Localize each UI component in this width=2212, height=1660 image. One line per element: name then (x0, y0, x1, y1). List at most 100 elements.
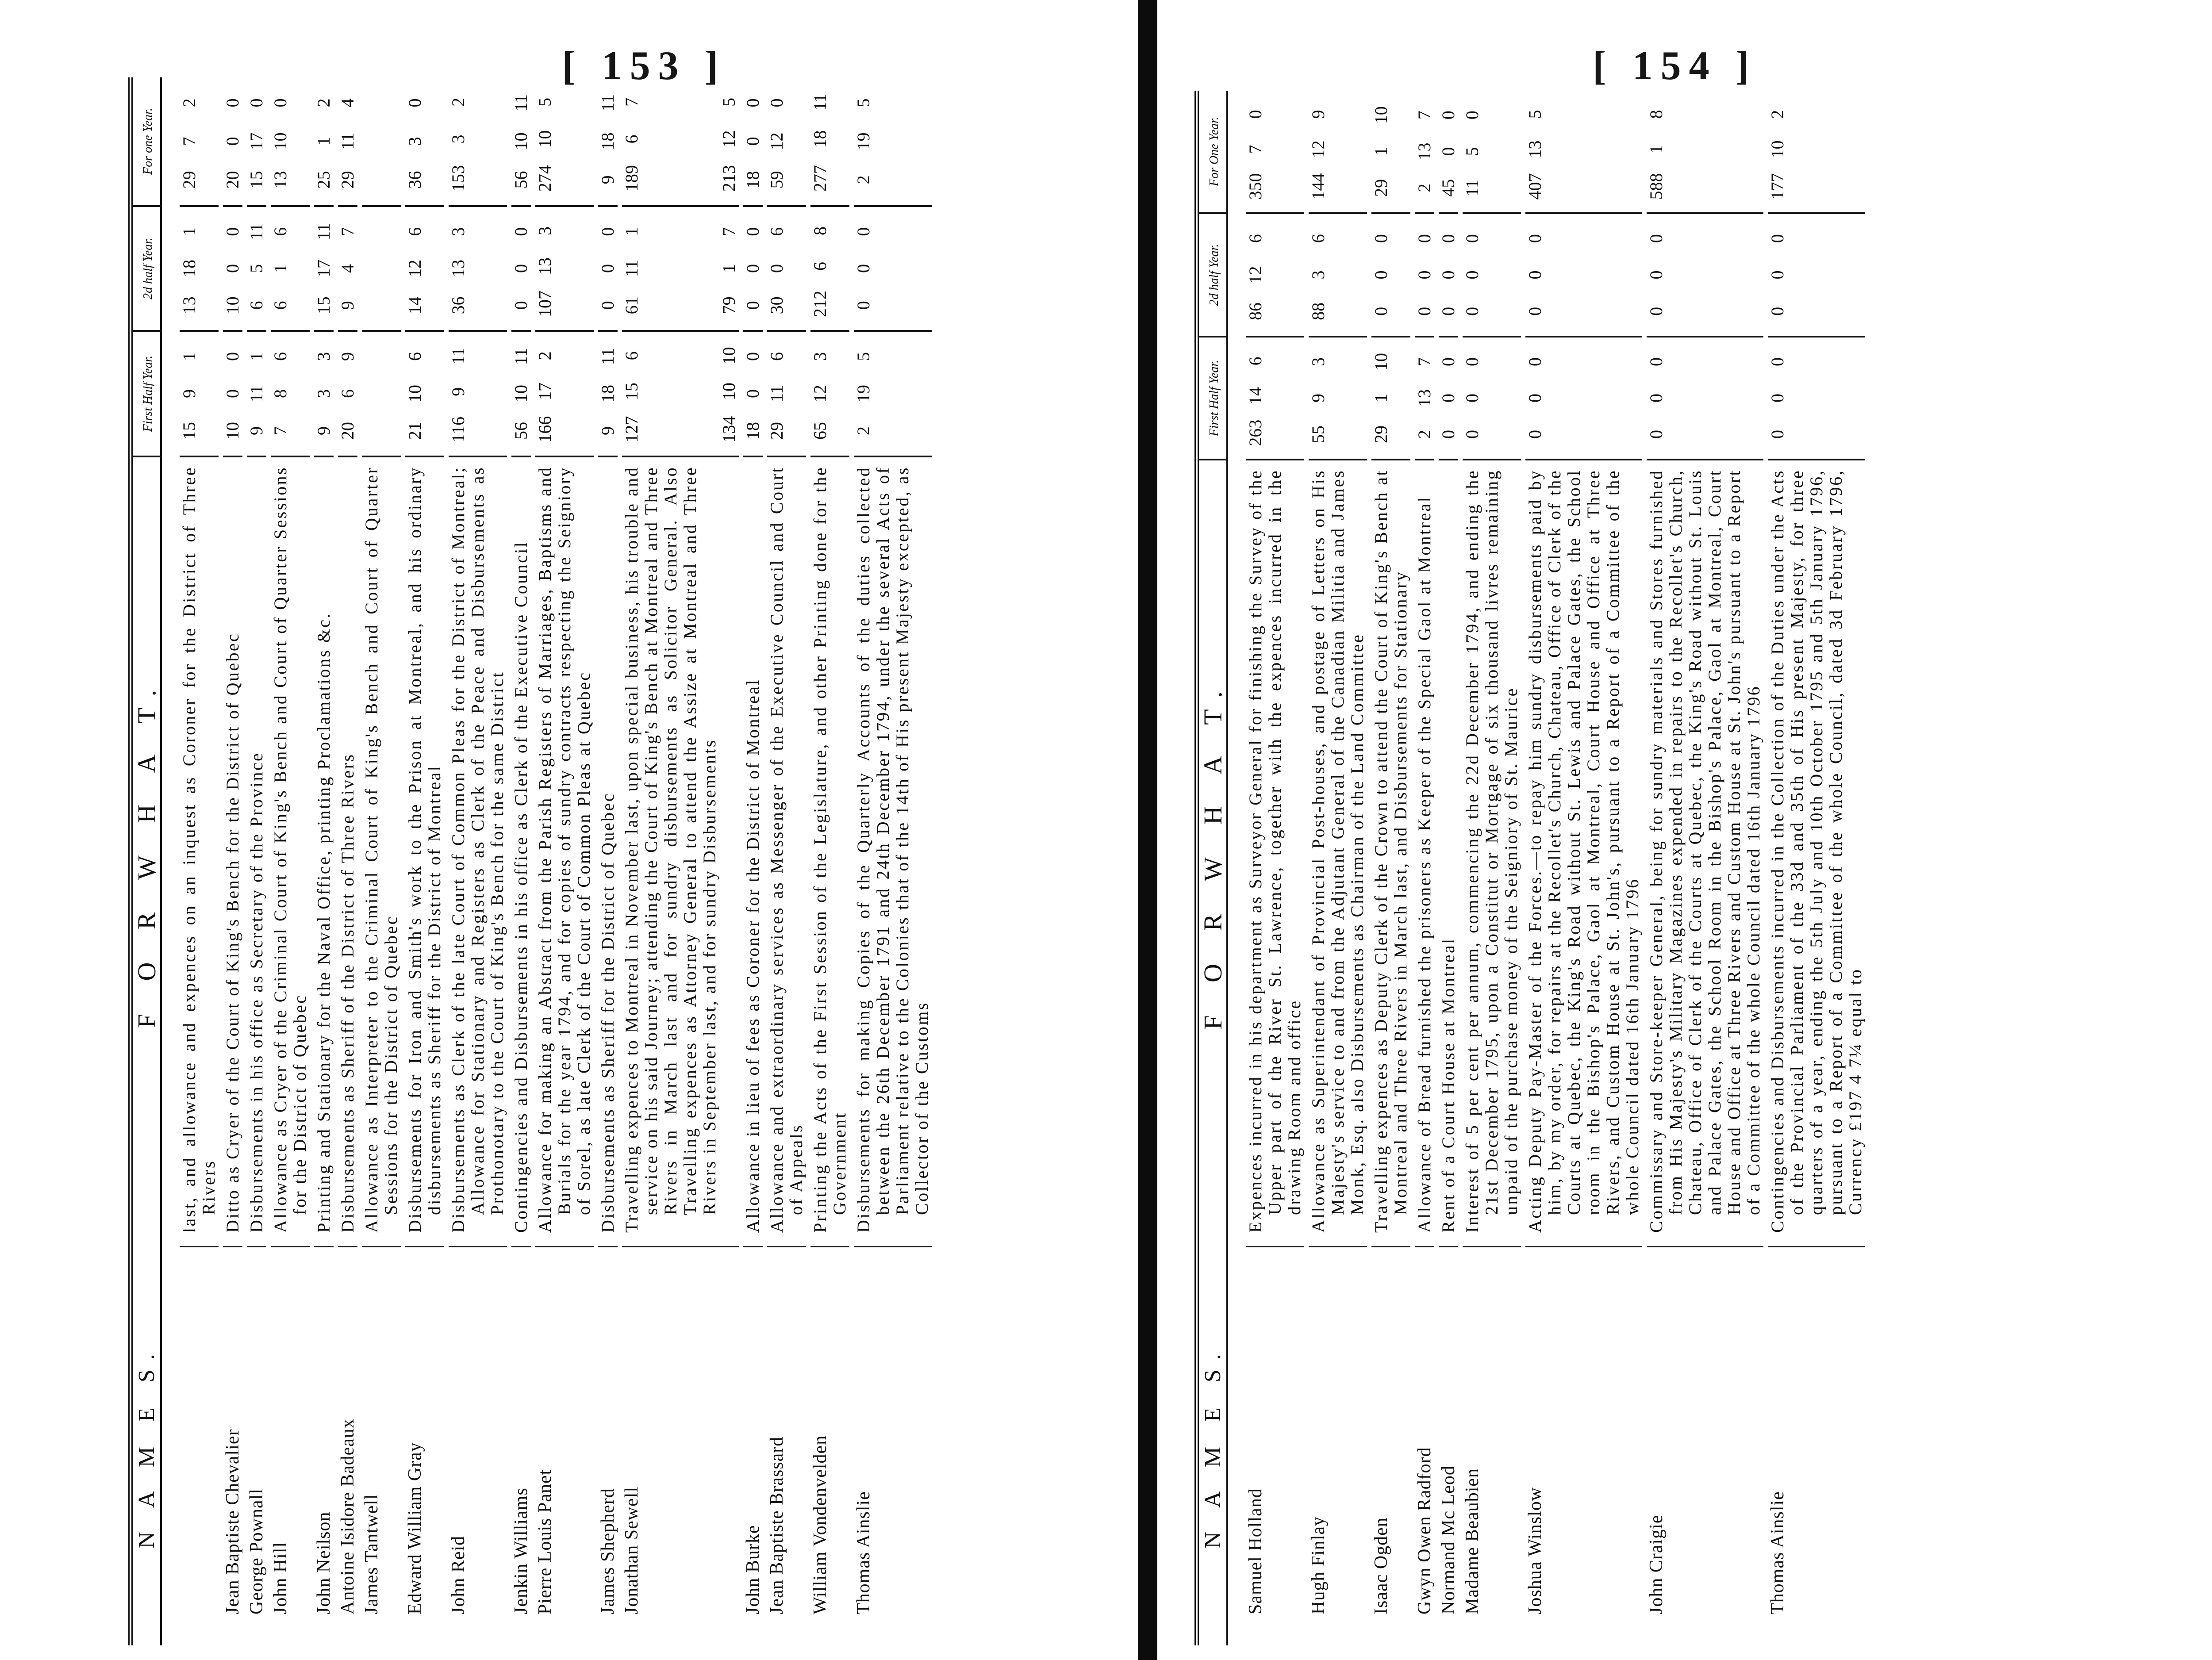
pence-value: 0 (767, 98, 787, 107)
for-what-cell: Disbursements as Sheriff for the Distric… (598, 457, 618, 1247)
amount-pounds-shillings-pence: 2 19 5 (853, 77, 873, 205)
amount-pounds-shillings-pence: 107 13 3 (535, 207, 555, 330)
header-for-what: F O R W H A T. (132, 676, 161, 1028)
shillings-value: 10 (719, 383, 739, 401)
first-half-amount: 29 1 10 (1371, 337, 1410, 460)
pence-value: 5 (1525, 110, 1545, 119)
pence-value: 9 (338, 352, 357, 361)
pounds-value: 153 (448, 165, 468, 192)
pounds-value: 20 (338, 422, 357, 440)
amount-pounds-shillings-pence: 116 9 11 (448, 332, 468, 456)
pounds-value: 21 (405, 422, 425, 440)
pounds-value: 212 (810, 291, 830, 317)
page-number: [ 154 ] (1593, 43, 1757, 88)
shillings-value: 0 (1462, 270, 1482, 280)
amount-pounds-shillings-pence: 79 1 7 (719, 207, 739, 330)
one-year-amount: 189 6 7 213 12 5 (622, 77, 739, 207)
name-cell: George Pownall (246, 1488, 267, 1614)
pence-value: 5 (853, 98, 873, 107)
amount-pounds-shillings-pence: 10 0 0 (223, 207, 242, 330)
pence-value: 0 (1245, 110, 1265, 119)
for-what-cell: Disbursements for Iron and Smith's work … (405, 457, 444, 1247)
for-what-cell: Printing the Acts of the First Session o… (810, 457, 849, 1247)
pounds-value: 30 (767, 296, 787, 314)
pence-value: 0 (1646, 234, 1666, 243)
table-row: George Pownall Disbursements in his offic… (246, 77, 271, 1645)
amount-pounds-shillings-pence: 134 10 10 (719, 332, 739, 456)
first-half-amount: 166 17 2 (535, 332, 594, 457)
first-half-amount: 65 12 3 (810, 332, 849, 457)
pounds-value: 61 (622, 296, 641, 314)
pounds-value: 274 (535, 165, 555, 192)
table-row: Normand Mc Leod Rent of a Court House at … (1438, 91, 1463, 1645)
amount-pounds-shillings-pence: 56 10 11 (511, 77, 531, 205)
pounds-value: 20 (223, 171, 242, 189)
shillings-value: 10 (1767, 140, 1787, 158)
one-year-amount: 277 18 11 (810, 77, 849, 207)
amount-pounds-shillings-pence: 10 0 0 (223, 332, 242, 456)
pence-value: 6 (1308, 234, 1328, 243)
shillings-value: 0 (223, 264, 242, 273)
amount-pounds-shillings-pence: 25 1 2 (314, 77, 334, 205)
shillings-value: 3 (448, 134, 468, 144)
table-row: John Craigie Commissary and Store-keeper … (1646, 91, 1768, 1645)
first-half-amount: 15 9 1 (179, 332, 219, 457)
for-what-cell: Allowance in lieu of fees as Coroner for… (743, 457, 763, 1247)
first-half-amount: 21 10 6 (405, 332, 444, 457)
first-half-amount: 29 11 6 (767, 332, 806, 457)
table-row: Pierre Louis Panet Allowance for making a… (535, 77, 598, 1645)
shillings-value: 10 (511, 385, 531, 403)
shillings-value: 9 (179, 389, 199, 398)
shillings-value: 18 (810, 130, 830, 148)
one-year-amount: 59 12 0 (767, 77, 806, 207)
shillings-value: 1 (1646, 145, 1666, 154)
for-what-cell: Disbursements as Clerk of the late Court… (448, 457, 507, 1247)
amount-pounds-shillings-pence: 36 13 3 (448, 207, 468, 330)
pounds-value: 86 (1245, 302, 1265, 320)
for-what-text: Travelling expences as Deputy Clerk of t… (1371, 469, 1410, 1233)
amount-pounds-shillings-pence: 59 12 0 (767, 77, 787, 205)
pounds-value: 56 (511, 422, 531, 440)
amount-pounds-shillings-pence: 127 15 6 (622, 332, 641, 456)
for-what-text: Disbursements as Clerk of the late Court… (448, 466, 507, 1233)
for-what-text: Expences incurred in his department as S… (1245, 469, 1304, 1233)
shillings-value: 11 (338, 133, 357, 150)
shillings-value: 0 (743, 137, 763, 146)
pence-value: 2 (535, 351, 555, 360)
table-row: Jenkin Williams Contingencies and Disburs… (511, 77, 535, 1645)
pounds-value: 56 (511, 171, 531, 189)
pence-value: 7 (1414, 357, 1434, 366)
for-what-cell: Rent of a Court House at Montreal (1438, 460, 1458, 1247)
amount-pounds-shillings-pence: 18 0 0 (743, 77, 763, 205)
amount-pounds-shillings-pence: 9 11 1 (246, 332, 266, 456)
amount-pounds-shillings-pence: 0 0 0 (743, 207, 763, 330)
amount-pounds-shillings-pence: 6 1 6 (270, 207, 290, 330)
one-year-amount: 45 0 0 (1438, 91, 1458, 214)
amount-pounds-shillings-pence: 15 9 1 (179, 332, 199, 456)
pounds-value: 189 (622, 165, 641, 192)
pounds-value: 213 (719, 165, 739, 192)
pounds-value: 15 (246, 171, 266, 189)
pounds-value: 0 (853, 301, 873, 310)
pounds-value: 88 (1308, 302, 1328, 320)
pence-value: 11 (810, 93, 830, 111)
page-153: N A M E S. F O R W H A T. First Half Year.… (128, 77, 1133, 1645)
shillings-value: 1 (719, 264, 739, 273)
amount-pounds-shillings-pence: 18 0 0 (743, 332, 763, 456)
first-half-amount: 116 9 11 (448, 332, 507, 457)
name-cell: Antoine Isidore Badeaux (338, 1418, 358, 1614)
one-year-amount: 177 10 2 (1767, 91, 1865, 214)
for-what-text: Allowance in lieu of fees as Coroner for… (743, 679, 763, 1233)
header-names: N A M E S. (134, 1344, 159, 1549)
pence-value: 6 (405, 352, 425, 361)
shillings-value: 13 (1525, 140, 1545, 158)
second-half-amount: 0 0 0 (598, 207, 618, 332)
for-what-text: Disbursements as Sheriff for the Distric… (598, 792, 618, 1233)
pence-value: 0 (1462, 234, 1482, 243)
second-half-amount: 0 0 0 (511, 207, 531, 332)
pounds-value: 0 (1438, 307, 1458, 316)
second-half-amount: 0 0 0 (1646, 214, 1763, 337)
pence-value: 0 (1525, 357, 1545, 366)
pounds-value: 2 (1414, 183, 1434, 192)
pence-value: 0 (1438, 357, 1458, 366)
